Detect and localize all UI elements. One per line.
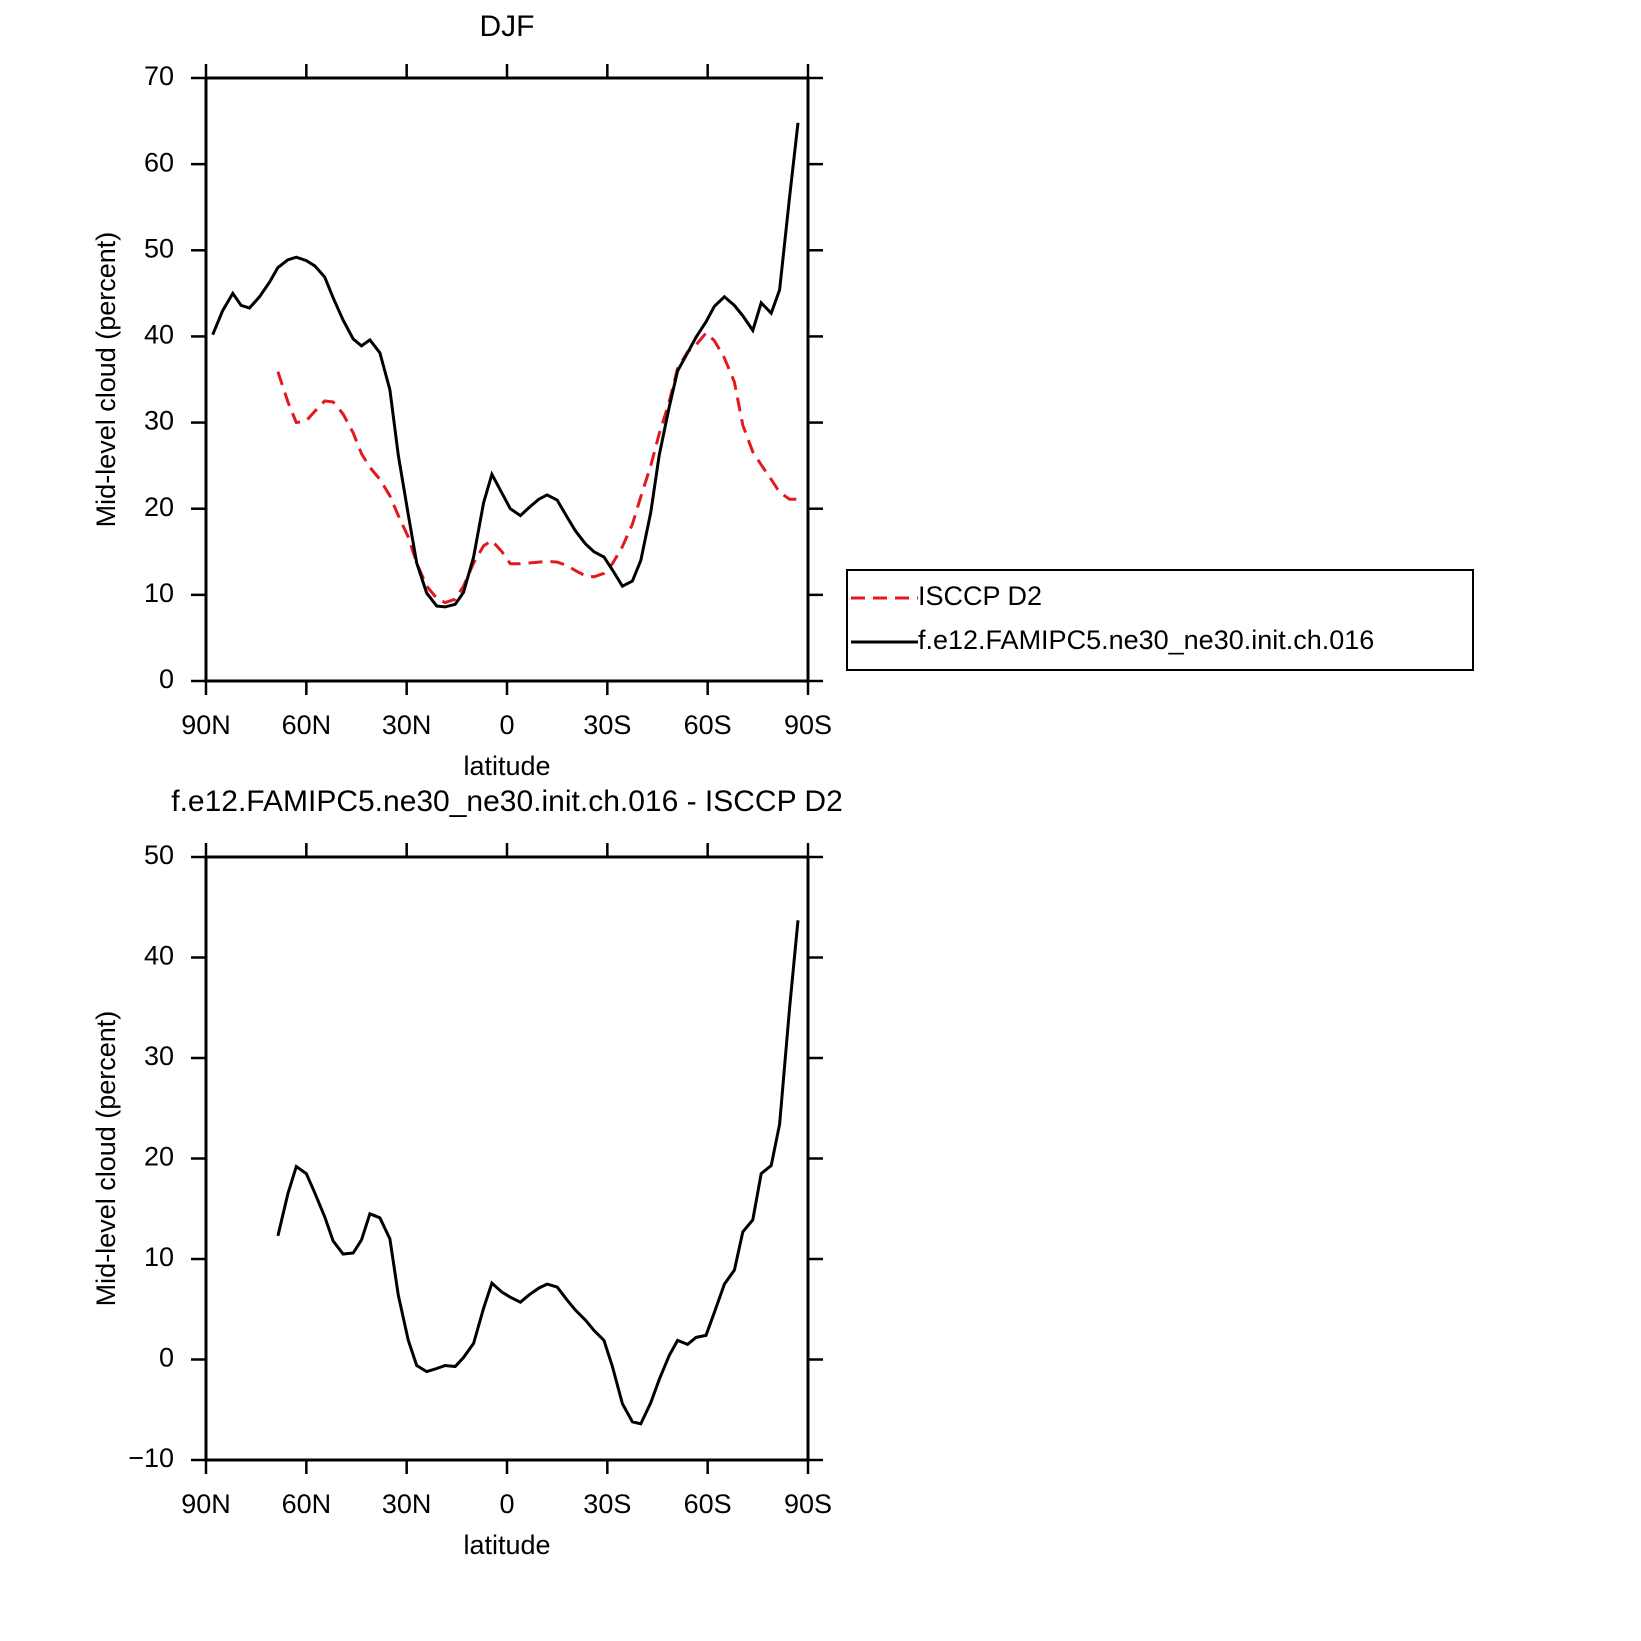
data-line <box>276 920 800 1426</box>
x-tick-label: 0 <box>499 710 514 740</box>
x-tick-label: 90N <box>181 1489 231 1519</box>
y-tick-label: 10 <box>144 1242 174 1272</box>
x-tick-label: 30S <box>583 1489 631 1519</box>
x-axis-label: latitude <box>463 751 550 781</box>
y-axis-label: Mid-level cloud (percent) <box>91 232 121 528</box>
x-axis-label: latitude <box>463 1530 550 1560</box>
y-tick-label: 0 <box>159 1343 174 1373</box>
legend-label: ISCCP D2 <box>918 581 1042 611</box>
y-tick-label: 20 <box>144 492 174 522</box>
y-tick-label: 20 <box>144 1142 174 1172</box>
legend-box <box>846 569 1474 671</box>
y-tick-label: 60 <box>144 147 174 177</box>
x-tick-label: 60N <box>282 710 332 740</box>
chart-title: f.e12.FAMIPC5.ne30_ne30.init.ch.016 - IS… <box>171 785 843 818</box>
x-tick-label: 30N <box>382 710 432 740</box>
y-tick-label: 10 <box>144 578 174 608</box>
x-tick-label: 90S <box>784 710 832 740</box>
y-axis-label: Mid-level cloud (percent) <box>91 1011 121 1307</box>
chart-title: DJF <box>480 10 535 43</box>
plot-frame <box>204 76 810 683</box>
data-line <box>276 330 798 605</box>
y-tick-label: 50 <box>144 840 174 870</box>
x-tick-label: 60N <box>282 1489 332 1519</box>
y-tick-label: 40 <box>144 320 174 350</box>
plot-frame <box>204 855 810 1462</box>
y-tick-label: −10 <box>128 1443 174 1473</box>
y-tick-label: 70 <box>144 61 174 91</box>
x-tick-label: 30S <box>583 710 631 740</box>
x-tick-label: 30N <box>382 1489 432 1519</box>
x-tick-label: 0 <box>499 1489 514 1519</box>
x-tick-label: 60S <box>684 710 732 740</box>
y-tick-label: 0 <box>159 664 174 694</box>
y-tick-label: 40 <box>144 941 174 971</box>
legend-label: f.e12.FAMIPC5.ne30_ne30.init.ch.016 <box>918 625 1374 655</box>
x-tick-label: 90N <box>181 710 231 740</box>
y-tick-label: 30 <box>144 1041 174 1071</box>
x-tick-label: 90S <box>784 1489 832 1519</box>
y-tick-label: 50 <box>144 233 174 263</box>
x-tick-label: 60S <box>684 1489 732 1519</box>
data-line <box>211 122 800 609</box>
y-tick-label: 30 <box>144 406 174 436</box>
